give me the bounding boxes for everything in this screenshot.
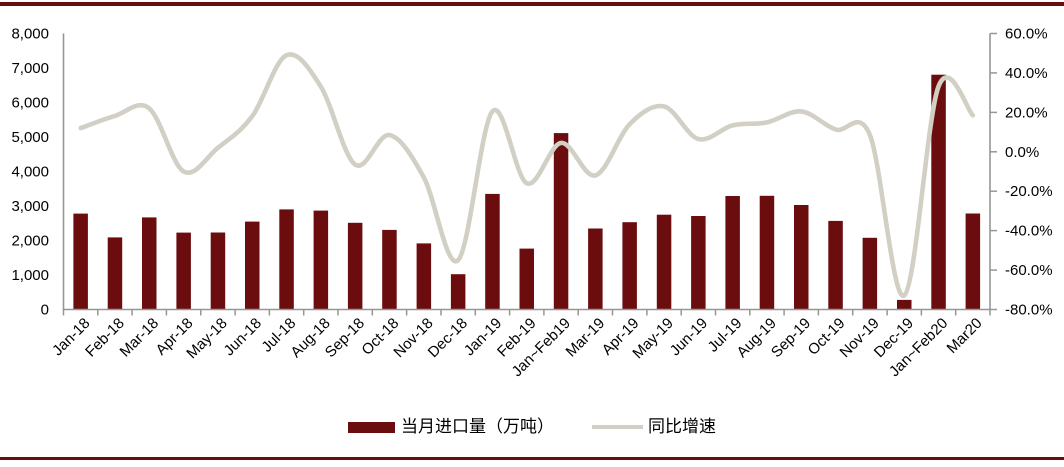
bar <box>794 205 809 310</box>
right-axis-tick-label: -20.0% <box>1005 183 1053 200</box>
bar <box>759 195 775 310</box>
bar <box>142 217 157 310</box>
bar-series-swatch <box>348 421 395 433</box>
x-axis-category-label: Dec-18 <box>425 315 471 361</box>
left-axis-tick-label: 8,000 <box>11 26 49 43</box>
left-axis-tick-label: 2,000 <box>11 233 49 250</box>
top-divider-rule <box>0 2 1064 6</box>
legend-item-import-volume: 当月进口量（万吨） <box>348 416 554 438</box>
bar <box>485 193 500 310</box>
left-axis-tick-label: 5,000 <box>11 129 49 146</box>
left-axis-tick-label: 1,000 <box>11 267 49 284</box>
bar <box>519 248 534 310</box>
left-axis-tick-label: 4,000 <box>11 164 49 181</box>
bar-series-label: 当月进口量（万吨） <box>401 417 554 437</box>
yoy-line <box>78 52 976 298</box>
bar <box>588 228 603 310</box>
bar <box>450 274 466 310</box>
bottom-divider-rule <box>0 457 1064 460</box>
right-axis-tick-label: 20.0% <box>1005 104 1048 121</box>
x-axis-category-label: Jun-19 <box>667 315 711 359</box>
right-axis-tick-label: -60.0% <box>1005 262 1053 279</box>
x-axis-category-label: Mar20 <box>944 315 986 357</box>
bar <box>656 214 672 310</box>
chart-legend: 当月进口量（万吨） 同比增速 <box>0 416 1064 438</box>
x-axis-category-label: Mar-19 <box>563 315 609 361</box>
bar <box>347 222 363 310</box>
bar <box>862 237 878 310</box>
x-axis-category-label: Sep-18 <box>322 315 368 361</box>
bar <box>210 232 226 310</box>
line-series-swatch <box>592 425 643 429</box>
x-axis-category-label: Jun-18 <box>221 315 265 359</box>
bar <box>245 221 260 310</box>
right-axis-tick-label: 0.0% <box>1005 144 1039 161</box>
bar <box>965 213 981 310</box>
bar <box>416 243 432 310</box>
bar <box>553 133 569 310</box>
bar <box>382 229 397 310</box>
bar <box>897 299 912 310</box>
left-axis-tick-label: 0 <box>41 302 49 319</box>
bar <box>73 213 88 310</box>
right-axis-tick-label: -40.0% <box>1005 223 1053 240</box>
right-axis-tick-label: 60.0% <box>1005 26 1048 43</box>
bar <box>725 196 740 310</box>
bar <box>931 74 946 310</box>
right-axis-tick-label: -80.0% <box>1005 302 1053 319</box>
bar <box>279 209 294 310</box>
bar <box>828 220 843 310</box>
left-axis-tick-label: 3,000 <box>11 198 49 215</box>
left-axis-tick-label: 6,000 <box>11 95 49 112</box>
right-axis-tick-label: 40.0% <box>1005 65 1048 82</box>
legend-item-yoy-growth: 同比增速 <box>592 416 716 438</box>
bar <box>107 237 123 310</box>
bar <box>691 216 706 310</box>
combo-chart-canvas: 8,000 7,000 6,000 5,000 4,000 3,000 2,000 1,000… <box>11 26 1053 381</box>
bar <box>622 222 637 310</box>
line-series-label: 同比增速 <box>648 417 716 437</box>
left-axis-tick-label: 7,000 <box>11 60 49 77</box>
x-axis-category-label: Sep-19 <box>768 315 814 361</box>
x-axis-category-label: Mar-18 <box>117 315 163 361</box>
bar <box>313 210 329 310</box>
bar <box>176 232 191 310</box>
